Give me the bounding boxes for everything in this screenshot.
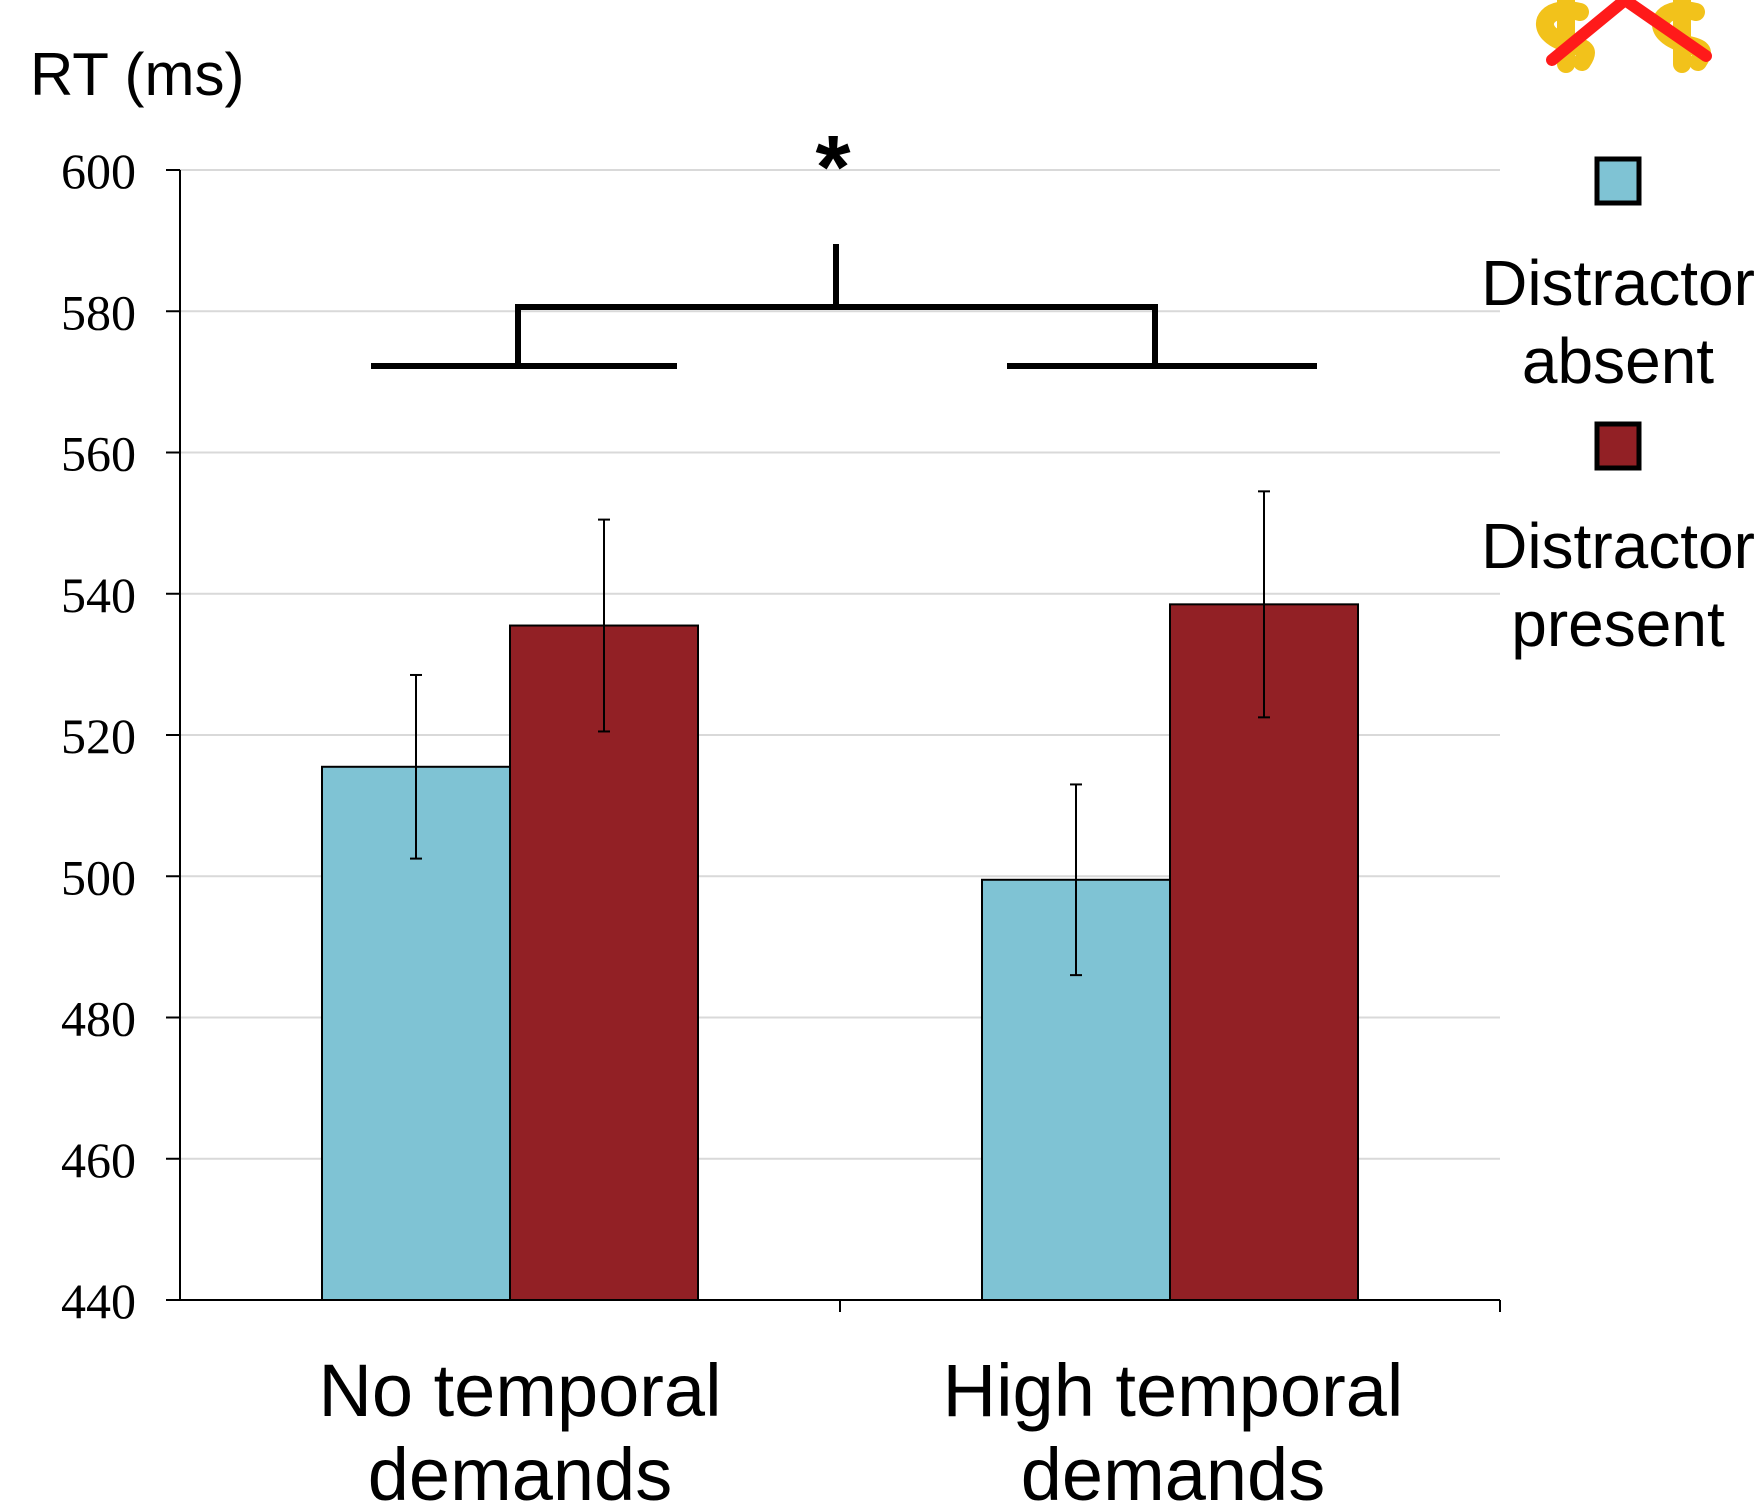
legend-label-line2: absent <box>1522 325 1714 397</box>
y-tick-label: 560 <box>61 426 136 482</box>
y-tick-label: 600 <box>61 143 136 199</box>
bars <box>321 603 1359 1301</box>
x-label-line2: demands <box>1021 1433 1325 1505</box>
y-tick-label: 460 <box>61 1132 136 1188</box>
legend: Distractor absent Distractor present <box>1481 156 1755 660</box>
y-tick-label: 440 <box>61 1273 136 1329</box>
x-label-line1: High temporal <box>943 1349 1404 1432</box>
significance-bracket: * <box>371 118 1317 369</box>
y-tick-label: 500 <box>61 849 136 905</box>
x-ticks <box>839 1300 1501 1312</box>
legend-swatch-distractor-absent <box>1594 156 1642 206</box>
legend-label-line1: Distractor <box>1481 247 1755 319</box>
legend-label-line1: Distractor <box>1481 510 1755 582</box>
y-tick-label: 580 <box>61 284 136 340</box>
y-axis-label: RT (ms) <box>30 41 244 108</box>
bar <box>509 624 699 1301</box>
y-tick-label: 540 <box>61 567 136 623</box>
y-tick-label: 480 <box>61 991 136 1047</box>
legend-swatch-distractor-present <box>1594 421 1642 471</box>
bracket-connector <box>515 304 1158 366</box>
crossed-out-dollar-icon <box>1536 0 1712 73</box>
legend-label-line2: present <box>1511 588 1725 660</box>
y-ticks: 440 460 480 500 520 540 560 580 600 <box>61 143 180 1329</box>
x-category-labels: No temporal demands High temporal demand… <box>318 1349 1403 1505</box>
x-label-line1: No temporal <box>318 1349 721 1432</box>
significance-star: * <box>815 118 850 218</box>
error-bars <box>410 490 1270 977</box>
x-label-line2: demands <box>368 1433 672 1505</box>
bar <box>1169 603 1359 1301</box>
y-tick-label: 520 <box>61 708 136 764</box>
